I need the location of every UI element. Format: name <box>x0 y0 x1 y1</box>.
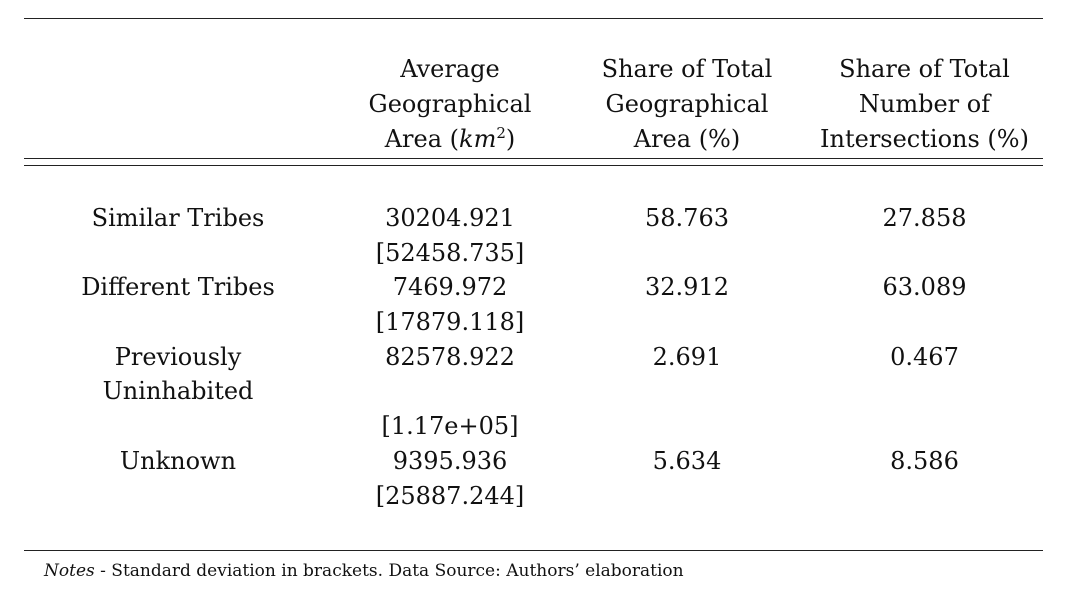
header-text: Area ( <box>384 125 460 153</box>
header-text: ) <box>505 125 516 153</box>
share-intersections-value: 27.858 <box>882 204 967 232</box>
avg-area-sd: [52458.735] <box>375 239 525 267</box>
header-average-area: Average Geographical Area (km2) <box>332 52 568 157</box>
notes-text: Standard deviation in brackets. Data Sou… <box>111 561 684 581</box>
header-line: Area (%) <box>633 125 741 153</box>
share-intersections-value: 0.467 <box>890 343 959 371</box>
avg-area-sd: [17879.118] <box>375 308 525 336</box>
row-label: Previously <box>114 343 242 371</box>
avg-area-value: 30204.921 <box>385 204 515 232</box>
table-notes: Notes - Standard deviation in brackets. … <box>44 559 684 583</box>
row-label: Unknown <box>119 447 237 475</box>
share-intersections-value: 63.089 <box>882 273 967 301</box>
header-line: Share of Total <box>839 55 1010 83</box>
row-label-line2: Uninhabited <box>102 377 254 405</box>
share-area-value: 2.691 <box>652 343 722 371</box>
header-line: Number of <box>858 90 991 118</box>
header-line: Geographical <box>605 90 769 118</box>
header-line: Share of Total <box>601 55 773 83</box>
header-line: Intersections (%) <box>820 125 1029 153</box>
share-area-value: 32.912 <box>645 273 729 301</box>
header-share-intersections: Share of Total Number of Intersections (… <box>806 52 1043 157</box>
share-area-value: 58.763 <box>645 204 729 232</box>
share-area-value: 5.634 <box>652 447 722 475</box>
avg-area-sd: [25887.244] <box>375 482 525 510</box>
header-line: Average <box>400 55 500 83</box>
summary-table: Average Geographical Area (km2) Share of… <box>24 0 1043 597</box>
share-intersections-value: 8.586 <box>890 447 959 475</box>
notes-separator: - <box>94 561 112 581</box>
header-line: Area (km2) <box>332 122 568 157</box>
header-double-rule-top <box>24 158 1043 159</box>
unit-exponent: 2 <box>496 124 506 142</box>
avg-area-value: 82578.922 <box>385 343 515 371</box>
avg-area-sd: [1.17e+05] <box>381 412 519 440</box>
header-line: Geographical <box>368 90 532 118</box>
row-label: Different Tribes <box>81 273 275 301</box>
unit-km: km <box>459 125 497 153</box>
avg-area-value: 7469.972 <box>392 273 508 301</box>
header-share-area: Share of Total Geographical Area (%) <box>568 52 806 157</box>
header-double-rule-bottom <box>24 165 1043 166</box>
notes-label: Notes <box>44 561 95 581</box>
avg-area-value: 9395.936 <box>392 447 508 475</box>
row-label: Similar Tribes <box>91 204 265 232</box>
table-top-rule <box>24 18 1043 19</box>
table-bottom-rule <box>24 550 1043 551</box>
